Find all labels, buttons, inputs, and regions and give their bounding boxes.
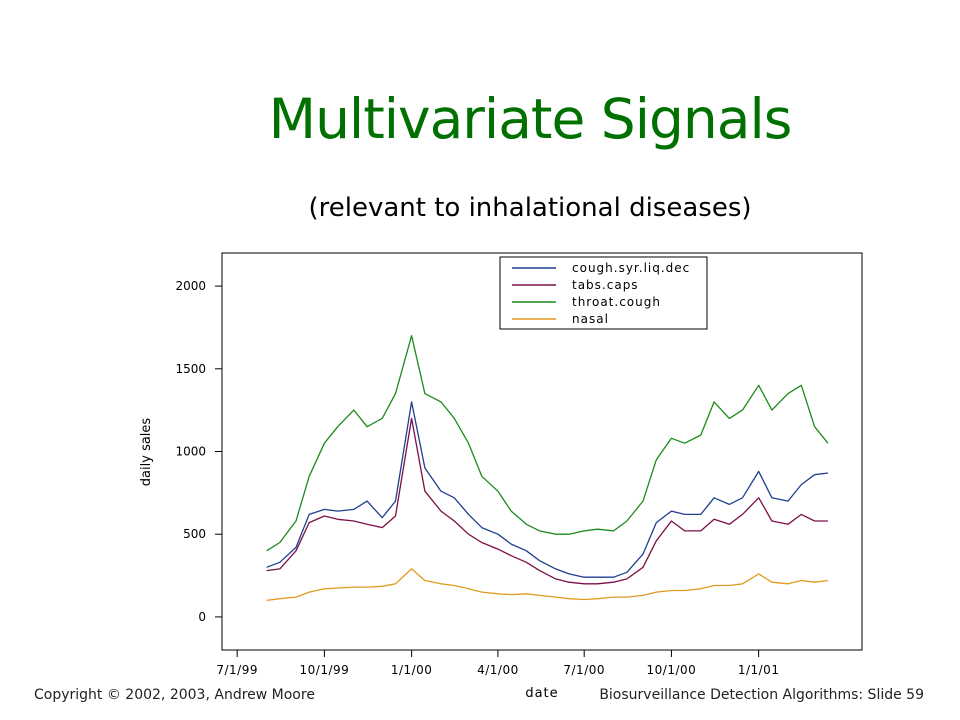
x-tick-label: 7/1/00 (563, 663, 605, 677)
legend-box (499, 256, 708, 330)
x-axis-label: date (525, 686, 558, 701)
x-tick-label: 7/1/99 (216, 663, 258, 677)
x-tick-label: 1/1/00 (391, 663, 433, 677)
y-tick-label: 1500 (175, 362, 206, 376)
y-axis-label: daily sales (139, 418, 154, 487)
x-tick-label: 10/1/00 (647, 663, 697, 677)
legend: cough.syr.liq.dec tabs.caps throat.cough na… (499, 256, 708, 330)
y-tick-label: 1000 (175, 445, 206, 459)
y-tick-label: 500 (183, 527, 206, 541)
legend-label-throat-cough: throat.cough (572, 295, 661, 309)
legend-label-nasal: nasal (572, 312, 609, 326)
series-line-cough-syr-liq-dec (266, 401, 828, 578)
footer-copyright: Copyright © 2002, 2003, Andrew Moore (34, 687, 315, 703)
slide-subtitle: (relevant to inhalational diseases) (308, 193, 752, 223)
slide-title: Multivariate Signals (268, 87, 793, 151)
footer-slide-info: Biosurveillance Detection Algorithms: Sl… (599, 687, 924, 703)
axis-layer: 0 500 1000 1500 2000 7/1/99 10/1/99 1/1/00 4/1/0… (175, 279, 779, 701)
series-line-tabs-caps (266, 417, 828, 585)
legend-label-tabs-caps: tabs.caps (572, 278, 639, 292)
y-tick-label: 2000 (175, 279, 206, 293)
series-layer (266, 335, 829, 602)
series-line-throat-cough (266, 335, 829, 552)
x-tick-label: 10/1/99 (300, 663, 350, 677)
x-tick-label: 4/1/00 (477, 663, 519, 677)
series-line-nasal (266, 568, 828, 602)
x-tick-label: 1/1/01 (738, 663, 780, 677)
y-tick-label: 0 (198, 610, 206, 624)
legend-label-cough-syr-liq-dec: cough.syr.liq.dec (572, 261, 690, 275)
